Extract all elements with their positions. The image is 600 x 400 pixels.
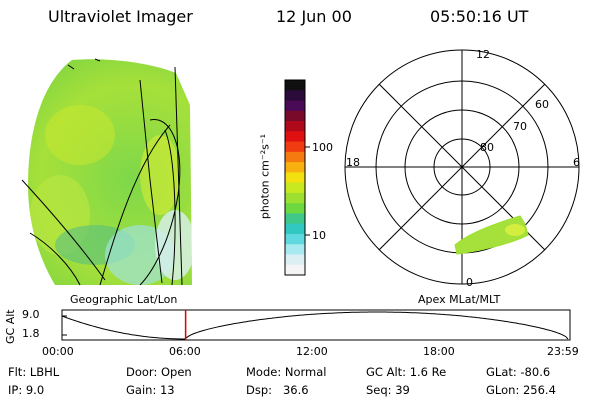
colorbar-swatch <box>285 233 305 245</box>
altitude-curve <box>61 311 569 340</box>
apex-polar-plot: 12 0 18 6 60 70 80 <box>330 40 595 295</box>
mlt-label-18: 18 <box>346 156 360 169</box>
time-tick-1800: 18:00 <box>423 345 455 358</box>
mlt-label-12: 12 <box>476 48 490 61</box>
colorbar-tick-10: 10 <box>312 229 326 242</box>
time-tick-2359: 23:59 <box>547 345 579 358</box>
colorbar-swatch <box>285 100 305 112</box>
timeline-frame <box>61 309 571 341</box>
apex-label: Apex MLat/MLT <box>418 293 501 306</box>
colorbar-swatch <box>285 244 305 255</box>
instrument-title: Ultraviolet Imager <box>48 7 193 26</box>
colorbar-swatch <box>285 110 305 122</box>
gcalt-info: GC Alt: 1.6 Re <box>366 365 447 379</box>
colorbar-swatch <box>285 90 305 102</box>
colorbar-swatch <box>285 213 305 225</box>
gain-info: Gain: 13 <box>126 383 175 397</box>
lat-label-70: 70 <box>513 120 527 133</box>
door-info: Door: Open <box>126 365 192 379</box>
altitude-tick-9: 9.0 <box>22 308 40 321</box>
time-tick-0000: 00:00 <box>42 345 74 358</box>
seq-info: Seq: 39 <box>366 383 410 397</box>
altitude-timeline: GC Alt 9.0 1.8 00:00 06:00 12:00 18:00 2… <box>0 300 600 362</box>
colorbar-swatch <box>285 182 305 194</box>
colorbar-unit-label: photon cm⁻²s⁻¹ <box>258 133 272 220</box>
dsp-info: Dsp: 36.6 <box>246 383 309 397</box>
geographic-label: Geographic Lat/Lon <box>70 293 178 306</box>
colorbar-swatch <box>285 162 305 173</box>
colorbar-swatch <box>285 254 305 266</box>
date-label: 12 Jun 00 <box>276 7 352 26</box>
glon-info: GLon: 256.4 <box>486 383 556 397</box>
mlt-label-0: 0 <box>466 276 473 289</box>
colorbar-tick-100: 100 <box>312 141 333 154</box>
colorbar-swatch <box>285 203 305 214</box>
filter-info: Flt: LBHL <box>8 365 60 379</box>
intensity-colorbar: 100 10 photon cm⁻²s⁻¹ <box>240 70 333 285</box>
colorbar-swatch <box>285 141 305 153</box>
colorbar-swatch <box>285 223 305 235</box>
altitude-tick-1-8: 1.8 <box>22 327 40 340</box>
time-tick-1200: 12:00 <box>296 345 328 358</box>
colorbar-swatch <box>285 192 305 204</box>
geographic-aurora-image <box>0 45 240 290</box>
colorbar-swatch <box>285 151 305 163</box>
colorbar-swatch <box>285 121 305 132</box>
colorbar-swatch <box>285 131 305 143</box>
lat-label-60: 60 <box>535 98 549 111</box>
altitude-axis-label: GC Alt <box>4 309 17 344</box>
colorbar-swatch <box>285 172 305 184</box>
colorbar-swatch <box>285 264 305 276</box>
glat-info: GLat: -80.6 <box>486 365 551 379</box>
ip-info: IP: 9.0 <box>8 383 45 397</box>
colorbar-swatch <box>285 80 305 91</box>
lat-label-80: 80 <box>480 141 494 154</box>
time-tick-0600: 06:00 <box>169 345 201 358</box>
mlt-label-6: 6 <box>573 156 580 169</box>
mode-info: Mode: Normal <box>246 365 327 379</box>
time-label: 05:50:16 UT <box>430 7 529 26</box>
